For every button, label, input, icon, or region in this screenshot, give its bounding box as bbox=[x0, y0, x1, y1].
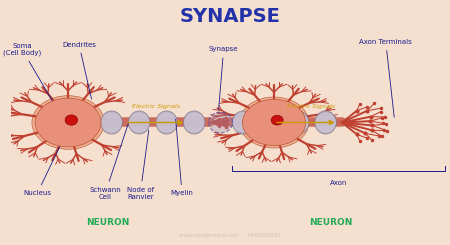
Ellipse shape bbox=[65, 115, 77, 125]
Ellipse shape bbox=[315, 111, 336, 134]
Ellipse shape bbox=[101, 112, 122, 133]
Text: NEURON: NEURON bbox=[86, 218, 129, 227]
Ellipse shape bbox=[156, 111, 177, 134]
Ellipse shape bbox=[128, 111, 150, 134]
Ellipse shape bbox=[184, 111, 205, 134]
Ellipse shape bbox=[315, 112, 336, 133]
Ellipse shape bbox=[288, 111, 309, 134]
Text: Electric Signals: Electric Signals bbox=[132, 104, 180, 109]
Text: NEURON: NEURON bbox=[309, 218, 353, 227]
Ellipse shape bbox=[32, 96, 104, 149]
Ellipse shape bbox=[243, 99, 306, 146]
Ellipse shape bbox=[101, 111, 122, 134]
Ellipse shape bbox=[261, 112, 281, 133]
Text: Soma
(Cell Body): Soma (Cell Body) bbox=[3, 43, 58, 110]
Ellipse shape bbox=[129, 112, 149, 133]
Text: Node of
Ranvier: Node of Ranvier bbox=[127, 130, 154, 200]
Ellipse shape bbox=[233, 112, 253, 133]
Text: Axon: Axon bbox=[330, 180, 347, 186]
Ellipse shape bbox=[239, 97, 309, 148]
Ellipse shape bbox=[260, 111, 281, 134]
Text: Dendrites: Dendrites bbox=[62, 42, 96, 99]
Text: www.shutterstock.com  ·  2445508897: www.shutterstock.com · 2445508897 bbox=[179, 233, 281, 238]
Ellipse shape bbox=[35, 98, 101, 147]
Text: Electric Signals: Electric Signals bbox=[288, 104, 335, 109]
Text: SYNAPSE: SYNAPSE bbox=[180, 7, 281, 26]
Ellipse shape bbox=[288, 112, 308, 133]
Text: Schwann
Cell: Schwann Cell bbox=[90, 123, 129, 200]
Ellipse shape bbox=[157, 112, 177, 133]
Text: Axon Terminals: Axon Terminals bbox=[360, 39, 412, 117]
Text: Nucleus: Nucleus bbox=[23, 122, 71, 196]
Ellipse shape bbox=[184, 112, 204, 133]
Ellipse shape bbox=[209, 112, 232, 133]
Ellipse shape bbox=[232, 111, 254, 134]
Text: Myelin: Myelin bbox=[171, 119, 194, 196]
Text: Synapse: Synapse bbox=[209, 46, 238, 110]
Ellipse shape bbox=[271, 115, 283, 125]
